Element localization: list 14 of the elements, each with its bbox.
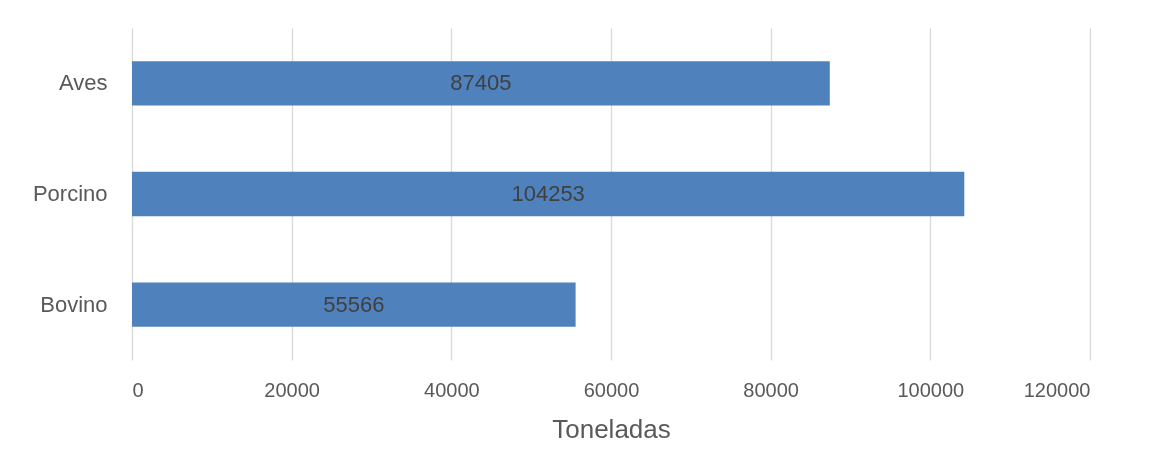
x-tick-label: 100000 [897, 378, 965, 401]
x-tick-label: 0 [132, 378, 144, 401]
x-tick-label: 80000 [743, 378, 799, 401]
data-label: 55566 [323, 291, 385, 317]
x-axis-title: Toneladas [552, 413, 671, 444]
x-tick-label: 40000 [424, 378, 480, 401]
x-tick-label: 120000 [1023, 378, 1091, 401]
data-label: 87405 [450, 70, 512, 96]
y-tick-label: Aves [58, 70, 108, 96]
x-tick-label: 20000 [264, 378, 320, 401]
data-label: 104253 [511, 181, 585, 206]
y-tick-label: Porcino [32, 181, 108, 206]
y-tick-label: Bovino [40, 291, 108, 317]
x-tick-label: 60000 [583, 378, 640, 401]
